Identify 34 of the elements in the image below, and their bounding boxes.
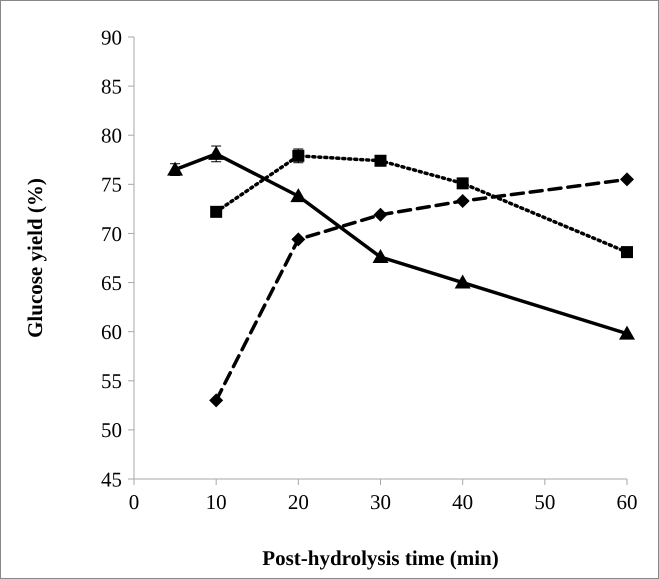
y-tick-label: 65 [101, 270, 122, 295]
y-tick-label: 55 [101, 369, 122, 394]
x-tick-label: 20 [288, 490, 309, 514]
x-tick-label: 60 [616, 490, 638, 514]
point [167, 162, 184, 176]
y-tick-label: 85 [101, 74, 122, 98]
point [620, 172, 634, 186]
point [619, 326, 635, 340]
point [209, 393, 224, 408]
y-tick-label: 60 [101, 320, 122, 344]
point [456, 194, 470, 208]
point [374, 208, 388, 222]
y-tick-label: 90 [101, 25, 122, 50]
y-tick-label: 50 [101, 418, 122, 442]
point [290, 188, 306, 202]
point [372, 249, 388, 264]
y-axis-title: Glucose yield (%) [23, 178, 47, 338]
point [291, 232, 306, 246]
x-tick-label: 10 [206, 490, 227, 514]
y-tick-label: 75 [101, 172, 122, 197]
point [456, 177, 469, 190]
point [374, 154, 386, 167]
x-tick-label: 50 [534, 490, 556, 514]
x-tick-label: 40 [452, 490, 474, 514]
x-axis-title: Post-hydrolysis time (min) [262, 546, 499, 570]
point [621, 246, 633, 258]
x-tick-label: 30 [370, 490, 391, 514]
y-tick-label: 45 [101, 467, 122, 492]
point [208, 146, 224, 160]
point [210, 206, 222, 218]
y-tick-label: 80 [101, 124, 122, 148]
x-tick-label: 0 [128, 490, 140, 514]
y-tick-label: 70 [101, 222, 122, 246]
point [454, 274, 471, 289]
